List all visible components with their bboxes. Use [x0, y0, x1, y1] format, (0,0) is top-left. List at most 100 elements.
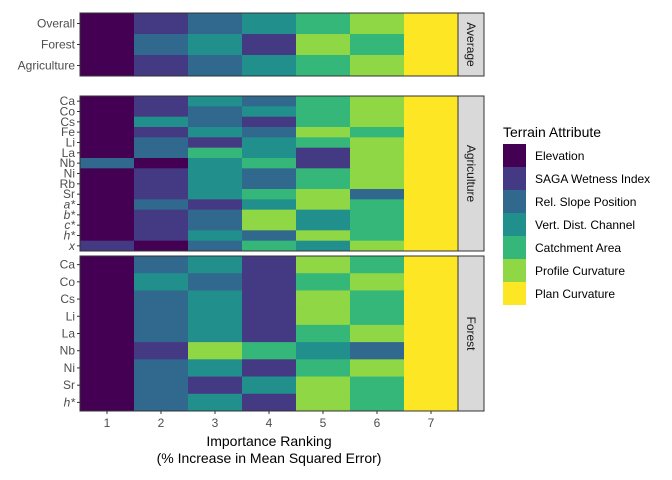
- heatmap-cell: [296, 147, 351, 159]
- heatmap-cell: [350, 34, 405, 56]
- facet-panel-average: Overall Forest Agriculture Average: [18, 12, 485, 77]
- heatmap-cell: [296, 34, 351, 56]
- legend-key: [503, 236, 526, 259]
- heatmap-cell: [188, 342, 243, 360]
- heatmap-cell: [80, 240, 135, 252]
- heatmap-cell: [188, 273, 243, 291]
- heatmap-cell: [404, 256, 459, 274]
- heatmap-cell: [242, 106, 297, 118]
- y-tick-label: Ni: [64, 361, 75, 375]
- heatmap-cell: [242, 127, 297, 138]
- heatmap-cell: [404, 393, 459, 412]
- heatmap-cell: [188, 290, 243, 309]
- heatmap-cell: [296, 290, 351, 309]
- heatmap-cell: [188, 359, 243, 377]
- heatmap-cell: [296, 220, 351, 231]
- heatmap-cell: [188, 96, 243, 107]
- heatmap-cell: [242, 199, 297, 211]
- heatmap-cell: [188, 324, 243, 343]
- x-axis-ticks: 1 2 3 4 5 6 7: [104, 411, 435, 430]
- heatmap-cell: [242, 230, 297, 242]
- heatmap-cell: [188, 55, 243, 77]
- heatmap-cell: [188, 13, 243, 35]
- heatmap-cell: [350, 127, 405, 138]
- heatmap-cell: [296, 376, 351, 395]
- heatmap-cell: [296, 158, 351, 169]
- heatmap-cell: [188, 127, 243, 138]
- x-tick-label: 2: [158, 416, 165, 430]
- heatmap-cell: [242, 34, 297, 56]
- heatmap-cell: [134, 96, 189, 107]
- heatmap-cell: [134, 324, 189, 343]
- legend-label: Elevation: [535, 149, 584, 163]
- heatmap-cell: [350, 13, 405, 35]
- y-tick-label: Rb: [60, 177, 76, 191]
- heatmap-cell: [296, 168, 351, 180]
- heatmap-cell: [134, 342, 189, 360]
- heatmap-cell: [296, 127, 351, 138]
- legend: Terrain Attribute Elevation SAGA Wetness …: [503, 124, 650, 305]
- heatmap-cell: [134, 290, 189, 309]
- heatmap-cell: [134, 256, 189, 274]
- legend-key: [503, 282, 526, 305]
- heatmap-cell: [296, 116, 351, 128]
- heatmap-cell: [242, 147, 297, 159]
- heatmap-cell: [80, 307, 135, 326]
- heatmap-cell: [350, 199, 405, 211]
- heatmap-cell: [134, 55, 189, 77]
- heatmap-cell: [350, 273, 405, 291]
- heatmap-cell: [296, 178, 351, 190]
- heatmap-cell: [242, 290, 297, 309]
- heatmap-cell: [350, 359, 405, 377]
- x-tick-label: 6: [374, 416, 381, 430]
- facet-panel-forest: Ca Co Cs Li La Nb Ni Sr h* Forest: [60, 255, 485, 412]
- heatmap-cell: [188, 137, 243, 149]
- heatmap-cell: [242, 220, 297, 231]
- heatmap-cell: [80, 127, 135, 138]
- heatmap-cell: [188, 178, 243, 190]
- heatmap-cell: [350, 290, 405, 309]
- heatmap-cell: [188, 256, 243, 274]
- y-tick-label: Sr: [63, 378, 75, 392]
- heatmap-cell: [296, 324, 351, 343]
- heatmap-cell: [242, 158, 297, 169]
- heatmap-cell: [188, 34, 243, 56]
- heatmap-cell: [80, 342, 135, 360]
- legend-key: [503, 259, 526, 282]
- heatmap-cell: [350, 116, 405, 128]
- heatmap-cell: [242, 342, 297, 360]
- y-tick-label: Ca: [60, 94, 76, 108]
- heatmap-cell: [350, 178, 405, 190]
- heatmap-cell: [80, 34, 135, 56]
- legend-title: Terrain Attribute: [503, 124, 601, 140]
- x-tick-label: 1: [104, 416, 111, 430]
- facet-strip: [457, 12, 485, 77]
- y-tick-label: Sr: [63, 187, 75, 201]
- heatmap-cell: [134, 273, 189, 291]
- heatmap-cell: [188, 209, 243, 221]
- heatmap-cell: [80, 230, 135, 242]
- heatmap-cell: [80, 359, 135, 377]
- heatmap-cell: [404, 137, 459, 149]
- heatmap-cell: [242, 393, 297, 412]
- heatmap-cell: [242, 116, 297, 128]
- heatmap-cell: [188, 376, 243, 395]
- heatmap-cell: [80, 209, 135, 221]
- y-tick-label: Fe: [61, 125, 75, 139]
- heatmap-cell: [80, 256, 135, 274]
- heatmap-cell: [134, 178, 189, 190]
- heatmap-cell: [134, 220, 189, 231]
- legend-key: [503, 213, 526, 236]
- heatmap-cell: [134, 106, 189, 118]
- y-tick-label: Forest: [41, 38, 76, 52]
- heatmap-cell: [404, 199, 459, 211]
- heatmap-cell: [80, 168, 135, 180]
- heatmap-cell: [80, 199, 135, 211]
- y-tick-label: Cs: [60, 115, 75, 129]
- y-tick-label: x: [68, 239, 76, 253]
- heatmap-cell: [80, 290, 135, 309]
- heatmap-cell: [242, 96, 297, 107]
- heatmap-cell: [404, 34, 459, 56]
